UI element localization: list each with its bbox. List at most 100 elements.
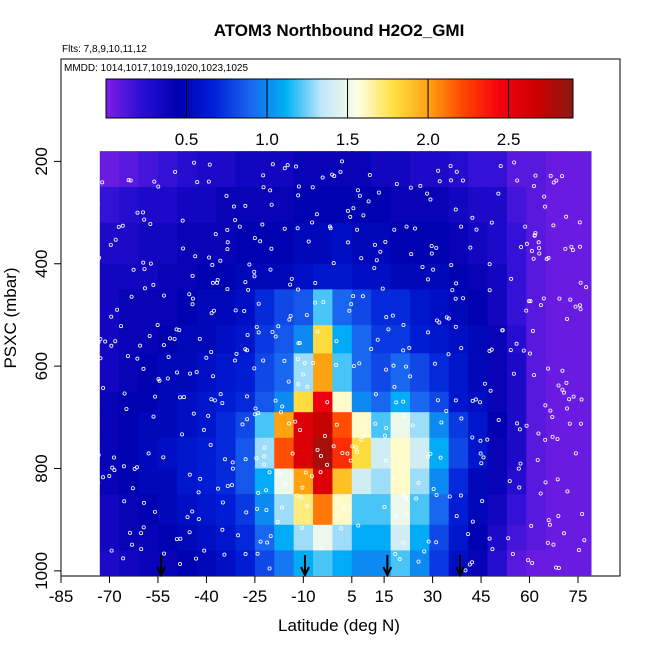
heatmap-cell xyxy=(468,263,489,290)
observation-point xyxy=(127,530,132,535)
heatmap-cell xyxy=(468,524,489,552)
heatmap-cell xyxy=(487,325,508,354)
heatmap-cell xyxy=(429,524,450,552)
heatmap-cell xyxy=(119,186,140,224)
heatmap-cell xyxy=(274,550,295,576)
observation-point xyxy=(391,476,396,481)
observation-point xyxy=(536,240,541,245)
heatmap-cell xyxy=(157,391,178,413)
heatmap-cell xyxy=(216,524,237,552)
observation-point xyxy=(187,371,192,376)
heatmap-cell xyxy=(119,151,140,188)
heatmap-cell xyxy=(545,437,566,470)
observation-point xyxy=(187,472,192,477)
heatmap-cell xyxy=(99,186,120,224)
heatmap-cell xyxy=(332,437,353,470)
heatmap-cell xyxy=(448,412,469,439)
observation-point xyxy=(361,213,366,218)
observation-point xyxy=(138,343,143,348)
observation-point xyxy=(515,421,520,426)
observation-point xyxy=(576,548,581,553)
observation-point xyxy=(334,422,339,427)
heatmap-cell xyxy=(409,222,430,265)
observation-point xyxy=(564,214,569,219)
observation-point xyxy=(355,227,360,232)
observation-point xyxy=(295,493,300,498)
heatmap-cell xyxy=(138,412,159,439)
heatmap-cell xyxy=(545,222,566,265)
heatmap-cells xyxy=(99,151,592,576)
observation-point xyxy=(253,406,258,411)
heatmap-cell xyxy=(254,353,275,393)
observation-point xyxy=(579,397,584,402)
heatmap-cell xyxy=(138,325,159,354)
observation-point xyxy=(100,475,105,480)
observation-point xyxy=(570,248,575,253)
observation-point xyxy=(139,547,144,552)
heatmap-cell xyxy=(371,325,392,354)
observation-point xyxy=(300,485,305,490)
observation-point xyxy=(466,532,471,537)
observation-point xyxy=(204,355,209,360)
observation-point xyxy=(555,477,560,482)
observation-point xyxy=(390,313,395,318)
observation-point xyxy=(211,308,216,313)
heatmap-cell xyxy=(371,524,392,552)
observation-point xyxy=(382,505,387,510)
heatmap-cell xyxy=(177,494,198,526)
heatmap-cell xyxy=(351,412,372,439)
observation-point xyxy=(108,242,113,247)
observation-point xyxy=(573,451,578,456)
observation-point xyxy=(139,531,144,536)
heatmap-cell xyxy=(351,263,372,290)
observation-point xyxy=(129,542,134,547)
observation-point xyxy=(244,394,249,399)
observation-point xyxy=(345,451,350,456)
observation-point xyxy=(282,226,287,231)
observation-point xyxy=(187,530,192,535)
observation-point xyxy=(459,224,464,229)
observation-point xyxy=(223,457,228,462)
heatmap-cell xyxy=(196,468,217,495)
observation-point xyxy=(507,479,512,484)
heatmap-cell xyxy=(448,524,469,552)
observation-point xyxy=(582,538,587,543)
observation-point xyxy=(515,178,520,183)
heatmap-cell xyxy=(157,353,178,393)
observation-point xyxy=(533,173,538,178)
observation-point xyxy=(340,159,345,164)
observation-point xyxy=(384,367,389,372)
heatmap-cell xyxy=(313,524,334,552)
observation-point xyxy=(178,562,183,567)
observation-point xyxy=(350,444,355,449)
observation-point xyxy=(355,449,360,454)
observation-point xyxy=(523,224,528,229)
observation-point xyxy=(414,496,419,501)
heatmap-cell xyxy=(409,494,430,526)
observation-point xyxy=(384,458,389,463)
observation-point xyxy=(556,514,561,519)
heatmap-cell xyxy=(429,325,450,354)
heatmap-cell xyxy=(313,550,334,576)
observation-point xyxy=(449,178,454,183)
flight-arrows xyxy=(156,555,465,578)
observation-point xyxy=(434,245,439,250)
heatmap-cell xyxy=(409,325,430,354)
observation-point xyxy=(190,509,195,514)
heatmap-cell xyxy=(254,263,275,290)
observation-point xyxy=(577,244,582,249)
heatmap-cell xyxy=(235,550,256,576)
observation-point xyxy=(245,332,250,337)
heatmap-cell xyxy=(545,391,566,413)
heatmap-cell xyxy=(526,353,547,393)
observation-point xyxy=(256,330,261,335)
observation-point xyxy=(489,347,494,352)
observation-point xyxy=(532,373,537,378)
observation-point xyxy=(463,568,468,573)
observation-point xyxy=(156,184,161,189)
heatmap-cell xyxy=(409,524,430,552)
heatmap-cell xyxy=(487,468,508,495)
heatmap-cell xyxy=(506,222,527,265)
heatmap-cell xyxy=(274,412,295,439)
